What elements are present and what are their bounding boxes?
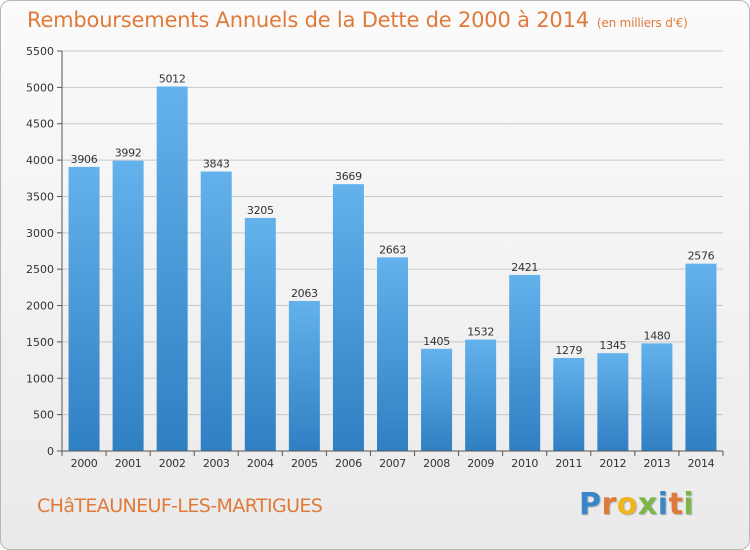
bar bbox=[685, 263, 717, 451]
x-tick-label: 2008 bbox=[423, 457, 450, 470]
axes bbox=[57, 50, 724, 456]
y-tick-label: 2000 bbox=[26, 300, 54, 313]
chart-title-text: Remboursements Annuels de la Dette de 20… bbox=[27, 8, 589, 32]
bar-value-label: 3843 bbox=[203, 158, 230, 171]
bar bbox=[332, 184, 364, 451]
bar-value-label: 3992 bbox=[115, 147, 142, 160]
bar bbox=[377, 257, 408, 451]
bar-value-label: 2576 bbox=[688, 250, 715, 263]
x-tick-label: 2011 bbox=[555, 457, 582, 470]
bar bbox=[509, 274, 541, 451]
bar-value-label: 2663 bbox=[379, 243, 406, 256]
chart-subtitle: (en milliers d'€) bbox=[596, 16, 688, 30]
proxiti-logo: Proxiti bbox=[579, 487, 694, 522]
y-tick-label: 4000 bbox=[26, 154, 54, 167]
x-tick-label: 2009 bbox=[467, 457, 494, 470]
bar-value-label: 2421 bbox=[511, 261, 538, 274]
y-tick-label: 2500 bbox=[26, 263, 54, 276]
x-tick-label: 2006 bbox=[335, 457, 362, 470]
bar-value-label: 3205 bbox=[247, 204, 274, 217]
y-tick-label: 500 bbox=[33, 409, 54, 422]
logo-letter: i bbox=[657, 487, 669, 522]
bar-value-label: 1345 bbox=[599, 339, 626, 352]
logo-letter: P bbox=[579, 487, 602, 522]
bar-value-label: 1279 bbox=[555, 344, 582, 357]
bar-value-label: 3906 bbox=[71, 153, 98, 166]
x-tick-label: 2010 bbox=[511, 457, 538, 470]
bar bbox=[244, 217, 276, 451]
logo-letter: r bbox=[601, 487, 617, 522]
x-tick-label: 2004 bbox=[247, 457, 274, 470]
chart-title: Remboursements Annuels de la Dette de 20… bbox=[27, 8, 688, 32]
y-tick-label: 4500 bbox=[26, 118, 54, 131]
bar-value-label: 2063 bbox=[291, 287, 318, 300]
y-tick-label: 3500 bbox=[26, 190, 54, 203]
logo-letter: o bbox=[616, 487, 638, 522]
bar bbox=[156, 86, 188, 451]
logo-letter: i bbox=[683, 487, 695, 522]
x-tick-label: 2012 bbox=[599, 457, 626, 470]
bar-value-label: 5012 bbox=[159, 72, 186, 85]
bar bbox=[597, 353, 629, 451]
bar bbox=[200, 171, 232, 451]
y-tick-label: 5000 bbox=[26, 81, 54, 94]
x-tick-label: 2002 bbox=[159, 457, 186, 470]
bar bbox=[641, 343, 673, 451]
bar-value-label: 3669 bbox=[335, 170, 362, 183]
y-tick-label: 0 bbox=[47, 445, 54, 458]
labels: 0 500 1000 1500 2000 2500 3000 3500 4000 4500 5000… bbox=[26, 45, 715, 470]
bar-value-label: 1532 bbox=[467, 326, 494, 339]
x-tick-label: 2013 bbox=[644, 457, 671, 470]
x-tick-label: 2003 bbox=[203, 457, 230, 470]
logo-letter: t bbox=[668, 487, 684, 522]
bars bbox=[68, 86, 717, 451]
bar-value-label: 1480 bbox=[644, 329, 671, 342]
bar bbox=[421, 348, 453, 451]
city-name: CHâTEAUNEUF-LES-MARTIGUES bbox=[37, 495, 323, 517]
x-tick-label: 2000 bbox=[71, 457, 98, 470]
x-tick-label: 2005 bbox=[291, 457, 318, 470]
bar bbox=[68, 166, 100, 451]
y-tick-label: 1500 bbox=[26, 336, 54, 349]
x-tick-label: 2001 bbox=[115, 457, 142, 470]
y-tick-label: 3000 bbox=[26, 227, 54, 240]
logo-letter: x bbox=[637, 487, 658, 522]
x-tick-label: 2014 bbox=[688, 457, 715, 470]
bar bbox=[465, 339, 497, 451]
x-tick-label: 2007 bbox=[379, 457, 406, 470]
bar bbox=[112, 160, 144, 451]
y-tick-label: 5500 bbox=[26, 45, 54, 58]
y-tick-label: 1000 bbox=[26, 372, 54, 385]
bar bbox=[288, 300, 320, 451]
bar bbox=[553, 357, 585, 451]
bar-value-label: 1405 bbox=[423, 335, 450, 348]
